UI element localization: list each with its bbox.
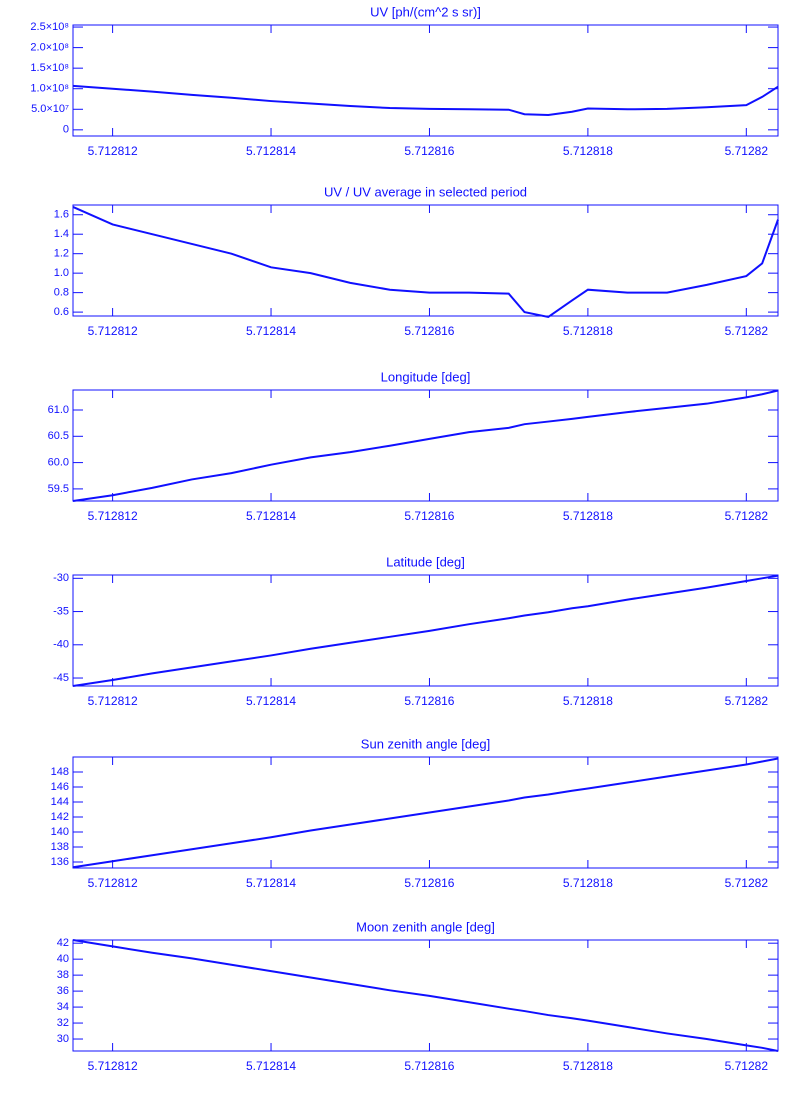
x-tick-label: 5.712812 [88, 694, 138, 708]
data-line [72, 389, 779, 502]
plot-frame [72, 939, 779, 1052]
y-tick-label: 140 [51, 826, 69, 838]
chart-title: UV [ph/(cm^2 s sr)] [370, 4, 481, 19]
x-tick-label: 5.71282 [725, 144, 769, 158]
chart-title: Sun zenith angle [deg] [361, 736, 490, 751]
x-tick-label: 5.712814 [246, 1059, 296, 1073]
y-tick-label: 1.2 [54, 248, 69, 260]
x-tick-label: 5.712814 [246, 509, 296, 523]
x-tick-label: 5.712814 [246, 324, 296, 338]
x-tick-label: 5.712816 [404, 694, 454, 708]
y-tick-label: 32 [57, 1017, 69, 1029]
x-tick-label: 5.712814 [246, 876, 296, 890]
y-tick-label: -45 [53, 672, 69, 684]
y-tick-label: -30 [53, 572, 69, 584]
chart-title: Longitude [deg] [381, 369, 471, 384]
y-tick-label: 148 [51, 766, 69, 778]
x-tick-label: 5.71282 [725, 1059, 769, 1073]
plot-frame [72, 756, 779, 869]
data-line [72, 84, 779, 117]
y-tick-label: 42 [57, 937, 69, 949]
y-tick-label: 40 [57, 953, 69, 965]
x-tick-label: 5.71282 [725, 324, 769, 338]
x-tick-label: 5.712818 [563, 1059, 613, 1073]
data-line [72, 574, 779, 687]
y-tick-label: 36 [57, 985, 69, 997]
x-tick-label: 5.712814 [246, 144, 296, 158]
y-tick-label: 1.5×10⁸ [30, 62, 69, 74]
x-tick-label: 5.712812 [88, 1059, 138, 1073]
y-tick-label: 146 [51, 781, 69, 793]
y-tick-label: 0.6 [54, 306, 69, 318]
y-tick-label: 0 [63, 124, 69, 136]
y-tick-label: 1.0 [54, 267, 69, 279]
y-tick-label: 136 [51, 856, 69, 868]
y-tick-label: 60.5 [48, 430, 69, 442]
data-line [72, 206, 779, 319]
plot-frame [72, 574, 779, 687]
y-tick-label: 2.0×10⁸ [30, 42, 69, 54]
x-tick-label: 5.712818 [563, 324, 613, 338]
x-tick-label: 5.712818 [563, 144, 613, 158]
x-tick-label: 5.712816 [404, 324, 454, 338]
y-tick-label: 144 [51, 796, 69, 808]
x-tick-label: 5.712818 [563, 509, 613, 523]
x-tick-label: 5.712818 [563, 694, 613, 708]
x-tick-label: 5.712816 [404, 876, 454, 890]
y-tick-label: 1.0×10⁸ [30, 83, 69, 95]
y-tick-label: 142 [51, 811, 69, 823]
plot-frame [72, 389, 779, 502]
y-tick-label: -40 [53, 639, 69, 651]
x-tick-label: 5.71282 [725, 694, 769, 708]
chart-title: Moon zenith angle [deg] [356, 919, 495, 934]
x-tick-label: 5.712812 [88, 509, 138, 523]
y-tick-label: 60.0 [48, 457, 69, 469]
x-tick-label: 5.712812 [88, 144, 138, 158]
y-tick-label: 5.0×10⁷ [31, 103, 69, 115]
x-tick-label: 5.712814 [246, 694, 296, 708]
x-tick-label: 5.712816 [404, 144, 454, 158]
data-line [72, 757, 779, 869]
y-tick-label: 61.0 [48, 404, 69, 416]
chart-title: Latitude [deg] [386, 554, 465, 569]
x-tick-label: 5.71282 [725, 509, 769, 523]
y-tick-label: 138 [51, 841, 69, 853]
chart-title: UV / UV average in selected period [324, 184, 527, 199]
y-tick-label: 38 [57, 969, 69, 981]
x-tick-label: 5.712812 [88, 324, 138, 338]
y-tick-label: -35 [53, 605, 69, 617]
y-tick-label: 1.6 [54, 209, 69, 221]
y-tick-label: 1.4 [54, 228, 69, 240]
x-tick-label: 5.71282 [725, 876, 769, 890]
y-tick-label: 0.8 [54, 287, 69, 299]
x-tick-label: 5.712816 [404, 509, 454, 523]
x-tick-label: 5.712812 [88, 876, 138, 890]
y-tick-label: 59.5 [48, 483, 69, 495]
y-tick-label: 30 [57, 1033, 69, 1045]
x-tick-label: 5.712816 [404, 1059, 454, 1073]
data-line [72, 939, 779, 1052]
plot-frame [72, 204, 779, 317]
y-tick-label: 2.5×10⁸ [30, 21, 69, 33]
plot-frame [72, 24, 779, 137]
y-tick-label: 34 [57, 1001, 69, 1013]
x-tick-label: 5.712818 [563, 876, 613, 890]
